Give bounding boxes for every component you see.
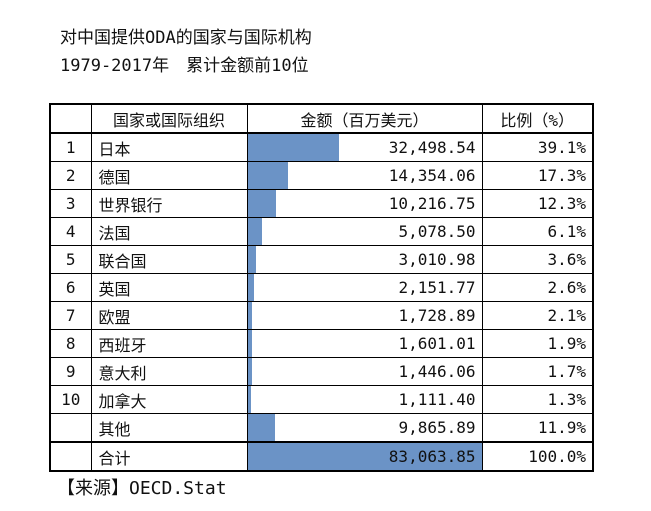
name-cell: 世界银行 [90, 189, 248, 218]
ratio-cell: 39.1% [481, 132, 594, 162]
amount-cell: 3,010.98 [246, 245, 483, 274]
table-row: 2 德国 14,354.06 17.3% [49, 161, 594, 190]
header-name: 国家或国际组织 [90, 103, 248, 134]
amount-value: 32,498.54 [388, 138, 476, 157]
name-cell: 日本 [90, 132, 248, 162]
name-cell: 加拿大 [90, 385, 248, 414]
ratio-cell: 1.3% [481, 385, 594, 414]
rank-cell: 1 [49, 132, 92, 162]
chart-title: 对中国提供ODA的国家与国际机构 1979-2017年 累计金额前10位 [60, 24, 312, 80]
amount-value: 1,111.40 [398, 390, 476, 409]
amount-bar [248, 444, 481, 470]
name-cell: 联合国 [90, 245, 248, 274]
source-note: 【来源】OECD.Stat [57, 478, 227, 499]
amount-bar [248, 246, 256, 273]
table-row: 其他 9,865.89 11.9% [49, 413, 594, 443]
rank-cell: 10 [49, 385, 92, 414]
amount-value: 2,151.77 [398, 278, 476, 297]
amount-value: 1,446.06 [398, 362, 476, 381]
ratio-cell: 100.0% [481, 441, 594, 472]
amount-bar [248, 358, 252, 385]
rank-cell: 5 [49, 245, 92, 274]
table-body: 1 日本 32,498.54 39.1% 2 德国 14,354.06 17.3% 3 世界银行 1… [49, 132, 594, 472]
amount-bar [248, 134, 340, 161]
rank-cell: 3 [49, 189, 92, 218]
ratio-cell: 2.1% [481, 301, 594, 330]
amount-bar [248, 218, 262, 245]
table-row: 3 世界银行 10,216.75 12.3% [49, 189, 594, 218]
table-row: 1 日本 32,498.54 39.1% [49, 132, 594, 162]
ratio-cell: 17.3% [481, 161, 594, 190]
header-amount: 金额（百万美元） [246, 103, 483, 134]
amount-bar [248, 274, 254, 301]
amount-bar [248, 190, 277, 217]
amount-bar [248, 386, 251, 413]
amount-cell: 14,354.06 [246, 161, 483, 190]
ratio-cell: 1.7% [481, 357, 594, 386]
amount-bar [248, 330, 253, 357]
amount-cell: 10,216.75 [246, 189, 483, 218]
total-row: 合计 83,063.85 100.0% [49, 441, 594, 472]
rank-cell [49, 413, 92, 443]
table-row: 8 西班牙 1,601.01 1.9% [49, 329, 594, 358]
amount-cell: 1,111.40 [246, 385, 483, 414]
ratio-cell: 3.6% [481, 245, 594, 274]
title-line-2: 1979-2017年 累计金额前10位 [60, 56, 309, 76]
amount-value: 3,010.98 [398, 250, 476, 269]
rank-cell: 9 [49, 357, 92, 386]
amount-value: 10,216.75 [388, 194, 476, 213]
table-header-row: 国家或国际组织 金额（百万美元） 比例（%） [49, 103, 594, 134]
amount-cell: 83,063.85 [246, 441, 483, 472]
name-cell: 德国 [90, 161, 248, 190]
name-cell: 其他 [90, 413, 248, 443]
ratio-cell: 1.9% [481, 329, 594, 358]
table-row: 9 意大利 1,446.06 1.7% [49, 357, 594, 386]
table-row: 10 加拿大 1,111.40 1.3% [49, 385, 594, 414]
rank-cell: 4 [49, 217, 92, 246]
table-row: 6 英国 2,151.77 2.6% [49, 273, 594, 302]
amount-cell: 1,728.89 [246, 301, 483, 330]
amount-cell: 1,601.01 [246, 329, 483, 358]
rank-cell: 7 [49, 301, 92, 330]
amount-value: 83,063.85 [388, 447, 476, 466]
amount-cell: 32,498.54 [246, 132, 483, 162]
amount-bar [248, 302, 253, 329]
table-header: 国家或国际组织 金额（百万美元） 比例（%） [49, 103, 594, 134]
amount-cell: 2,151.77 [246, 273, 483, 302]
amount-value: 14,354.06 [388, 166, 476, 185]
name-cell: 合计 [90, 441, 248, 472]
ratio-cell: 6.1% [481, 217, 594, 246]
amount-value: 9,865.89 [398, 418, 476, 437]
ratio-cell: 2.6% [481, 273, 594, 302]
amount-bar [248, 414, 276, 441]
table-row: 5 联合国 3,010.98 3.6% [49, 245, 594, 274]
name-cell: 西班牙 [90, 329, 248, 358]
title-line-1: 对中国提供ODA的国家与国际机构 [60, 28, 312, 48]
name-cell: 法国 [90, 217, 248, 246]
ratio-cell: 12.3% [481, 189, 594, 218]
amount-value: 1,601.01 [398, 334, 476, 353]
amount-cell: 1,446.06 [246, 357, 483, 386]
name-cell: 意大利 [90, 357, 248, 386]
rank-cell: 8 [49, 329, 92, 358]
table-row: 4 法国 5,078.50 6.1% [49, 217, 594, 246]
header-ratio: 比例（%） [481, 103, 594, 134]
rank-cell: 2 [49, 161, 92, 190]
amount-value: 5,078.50 [398, 222, 476, 241]
amount-cell: 9,865.89 [246, 413, 483, 443]
amount-value: 1,728.89 [398, 306, 476, 325]
header-rank [49, 103, 92, 134]
table-row: 7 欧盟 1,728.89 2.1% [49, 301, 594, 330]
oda-data-table: 国家或国际组织 金额（百万美元） 比例（%） 1 日本 32,498.54 39.1%… [49, 103, 594, 472]
ratio-cell: 11.9% [481, 413, 594, 443]
amount-bar [248, 162, 288, 189]
name-cell: 欧盟 [90, 301, 248, 330]
rank-cell: 6 [49, 273, 92, 302]
amount-cell: 5,078.50 [246, 217, 483, 246]
name-cell: 英国 [90, 273, 248, 302]
rank-cell [49, 441, 92, 472]
